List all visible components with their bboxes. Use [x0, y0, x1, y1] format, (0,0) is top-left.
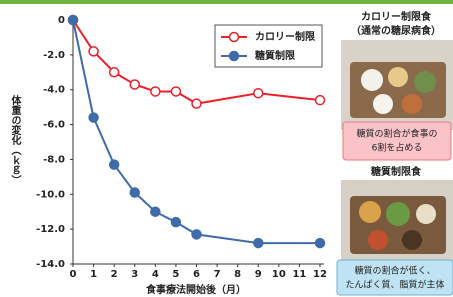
side-panel: カロリー制限食 （通常の糖尿病食） 糖質の割合が食事の 6割を占める 糖質制限食…: [337, 10, 453, 295]
top-bar: [0, 0, 453, 4]
x-tick-label: 11: [292, 269, 306, 280]
y-tick-label: -12.0: [36, 224, 65, 235]
x-tick-label: 9: [255, 269, 262, 280]
panel-title: 糖質制限食: [371, 165, 422, 178]
x-tick-label: 12: [313, 269, 327, 280]
photo-dish: [373, 94, 393, 114]
panel-title: カロリー制限食: [361, 10, 432, 23]
y-tick-label: -2.0: [43, 50, 65, 61]
x-tick-label: 2: [111, 269, 118, 280]
note-text: 6割を占める: [372, 142, 423, 154]
marker: [316, 239, 325, 248]
marker: [110, 68, 119, 77]
photo-dish: [386, 202, 410, 226]
marker: [89, 113, 98, 122]
x-tick-label: 3: [131, 269, 138, 280]
marker: [110, 160, 119, 169]
note-text: 糖質の割合が食事の: [356, 128, 437, 140]
photo-dish: [388, 67, 408, 87]
note-text: たんぱく質、脂質が主体: [345, 279, 444, 291]
y-axis-label: 体重の変化（ｋｇ）: [9, 94, 22, 185]
y-tick-label: 0: [58, 15, 65, 26]
marker: [316, 96, 325, 105]
marker: [171, 218, 180, 227]
x-tick-label: 0: [70, 269, 77, 280]
photo-dish: [402, 230, 422, 250]
marker: [254, 89, 263, 98]
marker: [130, 80, 139, 89]
x-tick-label: 8: [234, 269, 241, 280]
y-tick-label: -6.0: [43, 120, 65, 131]
photo-dish: [368, 230, 388, 250]
x-axis-label: 食事療法開始後（月）: [145, 283, 246, 296]
panel-title: （通常の糖尿病食）: [351, 24, 441, 37]
photo-dish: [359, 201, 381, 223]
marker: [89, 47, 98, 56]
photo-dish: [414, 71, 436, 93]
legend-label: カロリー制限: [255, 30, 316, 43]
y-tick-label: -4.0: [43, 85, 65, 96]
note-text: 糖質の割合が低く、: [354, 265, 435, 277]
x-tick-label: 5: [172, 269, 179, 280]
y-tick-label: -8.0: [43, 154, 65, 165]
chart: 体重の変化（ｋｇ） 食事療法開始後（月） カロリー制限食 （通常の糖尿病食） 糖…: [0, 0, 453, 297]
y-tick-label: -14.0: [36, 259, 65, 270]
marker: [151, 207, 160, 216]
photo-dish: [361, 69, 383, 91]
marker: [171, 87, 180, 96]
y-tick-label: -10.0: [36, 189, 65, 200]
marker: [69, 16, 78, 25]
x-tick-label: 4: [152, 269, 159, 280]
x-tick-label: 7: [214, 269, 221, 280]
x-tick-label: 6: [193, 269, 200, 280]
photo-dish: [416, 204, 436, 224]
marker: [192, 99, 201, 108]
legend-marker: [230, 52, 239, 61]
marker: [130, 188, 139, 197]
photo-dish: [402, 94, 422, 114]
marker: [192, 230, 201, 239]
x-tick-label: 10: [272, 269, 286, 280]
legend-label: 糖質制限: [255, 49, 296, 62]
marker: [254, 239, 263, 248]
x-tick-label: 1: [90, 269, 97, 280]
legend-marker: [230, 33, 239, 42]
marker: [151, 87, 160, 96]
note-box: [343, 122, 451, 160]
